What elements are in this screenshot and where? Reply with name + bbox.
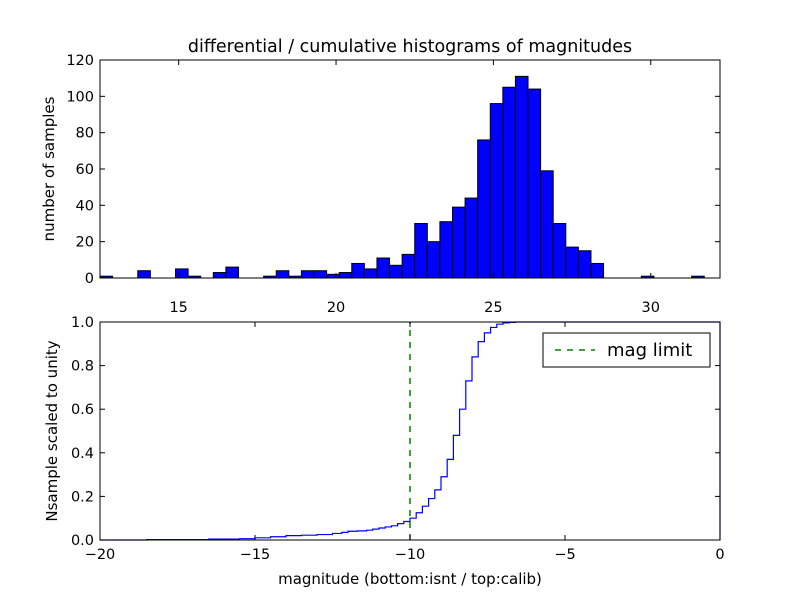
histogram-bar <box>477 139 491 279</box>
y-tick-label: 60 <box>76 162 94 178</box>
histogram-bar <box>351 262 365 279</box>
y-tick-label: 0.6 <box>71 402 94 418</box>
y-tick-label: 0.2 <box>71 489 94 505</box>
histogram-bar <box>137 270 151 279</box>
top-y-axis-label: number of samples <box>40 96 58 241</box>
histogram-bar <box>489 103 504 279</box>
legend-box <box>542 332 711 368</box>
y-tick-label: 100 <box>66 89 94 105</box>
legend: mag limit <box>542 332 711 368</box>
bottom-x-axis-label: magnitude (bottom:isnt / top:calib) <box>278 570 542 588</box>
x-tick-label: 20 <box>327 300 345 316</box>
histogram-bar <box>514 75 529 279</box>
x-tick-label: −15 <box>240 547 271 563</box>
histogram-bar <box>363 268 378 279</box>
histogram-bar <box>552 223 567 279</box>
histogram-bar <box>401 253 416 279</box>
x-tick-label: 25 <box>484 300 502 316</box>
histogram-bar <box>212 272 227 279</box>
legend-label-mag-limit: mag limit <box>607 340 692 361</box>
y-tick-label: 40 <box>76 198 94 214</box>
histogram-bar <box>313 270 328 279</box>
top-y-ticks: 0 20 40 60 80 100 120 <box>66 53 720 287</box>
bottom-y-ticks: 0.0 0.2 0.4 0.6 0.8 1.0 <box>71 315 720 549</box>
histogram-bar <box>439 221 453 279</box>
histogram-bar <box>175 268 189 279</box>
top-plot-frame <box>99 59 721 279</box>
y-tick-label: 20 <box>76 235 94 251</box>
histogram-bar <box>577 250 592 279</box>
y-tick-label: 80 <box>76 126 94 142</box>
x-tick-label: 30 <box>642 300 660 316</box>
cumulative-step-line <box>100 321 721 541</box>
histogram-bar <box>540 170 554 279</box>
x-tick-label: 15 <box>169 300 187 316</box>
histogram-bar <box>338 272 353 279</box>
y-tick-label: 0.0 <box>71 533 94 549</box>
histogram-bar <box>300 270 315 279</box>
bottom-series <box>100 321 721 541</box>
histogram-bar <box>527 88 542 279</box>
top-x-ticks: 15 20 25 30 <box>169 60 660 316</box>
histogram-bar <box>464 197 479 279</box>
y-tick-label: 0.8 <box>71 359 94 375</box>
y-tick-label: 120 <box>66 53 94 69</box>
histogram-bar <box>326 273 340 279</box>
bottom-y-axis-label: Nsample scaled to unity <box>43 340 61 521</box>
y-tick-label: 0.4 <box>71 446 94 462</box>
x-tick-label: −10 <box>395 547 426 563</box>
histogram-bar <box>275 270 290 279</box>
x-tick-label: −20 <box>85 547 116 563</box>
x-tick-label: 0 <box>715 547 724 563</box>
histogram-bar <box>414 223 428 279</box>
histogram-bar <box>502 86 516 279</box>
histogram-bar <box>590 262 605 279</box>
x-tick-label: −5 <box>554 547 575 563</box>
y-tick-label: 0 <box>85 271 94 287</box>
top-bars <box>99 75 705 279</box>
top-chart-title: differential / cumulative histograms of … <box>188 37 632 57</box>
histogram-bar <box>389 264 403 279</box>
histogram-bar <box>565 246 579 279</box>
histogram-bar <box>426 241 441 279</box>
bottom-x-ticks: −20 −15 −10 −5 0 <box>85 322 725 563</box>
histogram-bar <box>376 257 391 279</box>
histogram-bar <box>225 266 239 279</box>
y-tick-label: 1.0 <box>71 315 94 331</box>
histogram-bar <box>451 206 466 279</box>
